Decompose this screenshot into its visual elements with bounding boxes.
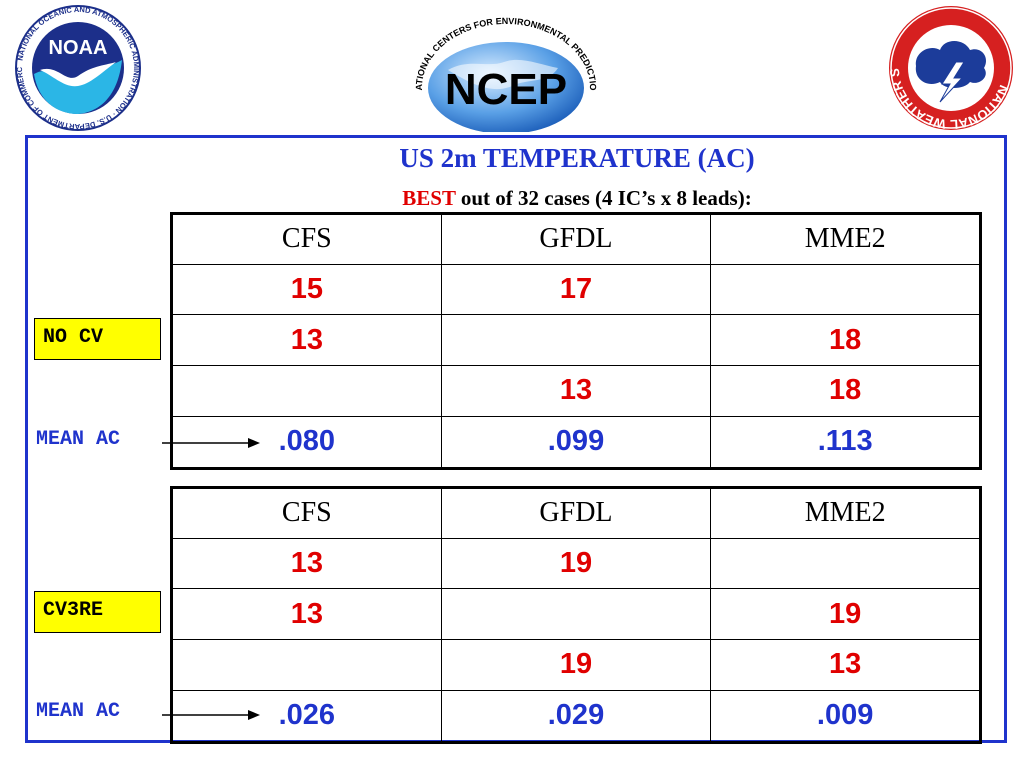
table-row: 13 19 <box>171 537 981 590</box>
column-header: MME2 <box>710 487 981 539</box>
table-row: 13 18 <box>171 365 981 417</box>
table-cell: 15 <box>171 263 442 316</box>
subtitle-best: BEST <box>402 186 456 210</box>
ncep-logo-text: NCEP <box>445 65 567 114</box>
table-cell: 19 <box>440 537 712 590</box>
table-cell <box>171 639 442 691</box>
table-cell: 13 <box>171 537 442 590</box>
mean-ac-cell: .029 <box>440 689 712 744</box>
table-cell <box>440 314 712 367</box>
page-title: US 2m TEMPERATURE (AC) <box>399 143 755 173</box>
table-cell: 13 <box>440 365 712 417</box>
mean-ac-cell: .099 <box>440 415 712 470</box>
arrow-icon <box>162 710 260 720</box>
column-header: GFDL <box>440 487 712 539</box>
results-table-cv3re: CFS GFDL MME2 13 19 13 19 19 13 .026 .02… <box>170 486 982 744</box>
nws-logo: NATIONAL WEATHER SERVICE <box>881 0 1016 132</box>
table-cell <box>710 263 981 316</box>
no-cv-tag: NO CV <box>34 318 161 360</box>
noaa-logo-text: NOAA <box>49 37 108 59</box>
ncep-logo: NATIONAL CENTERS FOR ENVIRONMENTAL PREDI… <box>405 0 604 134</box>
column-header: CFS <box>171 213 442 265</box>
table-cell: 19 <box>710 588 981 641</box>
subtitle-rest: out of 32 cases (4 IC’s x 8 leads): <box>455 186 752 210</box>
table-row: 13 19 <box>171 588 981 641</box>
table-cell: 18 <box>710 365 981 417</box>
arrow-icon <box>162 438 260 448</box>
mean-ac-cell: .113 <box>710 415 981 470</box>
results-table-no-cv: CFS GFDL MME2 15 17 13 18 13 18 .080 .09… <box>170 212 982 470</box>
noaa-logo: NATIONAL OCEANIC AND ATMOSPHERIC ADMINIS… <box>1 0 152 132</box>
table-row: 13 18 <box>171 314 981 367</box>
mean-ac-row: .080 .099 .113 <box>171 415 981 470</box>
table-cell: 18 <box>710 314 981 367</box>
table-cell: 19 <box>440 639 712 691</box>
table-cell <box>710 537 981 590</box>
column-header: GFDL <box>440 213 712 265</box>
column-header: MME2 <box>710 213 981 265</box>
page-subtitle: BEST out of 32 cases (4 IC’s x 8 leads): <box>160 186 994 211</box>
table-cell: 13 <box>710 639 981 691</box>
table-cell: 17 <box>440 263 712 316</box>
mean-ac-label: MEAN AC <box>36 428 121 451</box>
column-header: CFS <box>171 487 442 539</box>
table-row: 19 13 <box>171 639 981 691</box>
mean-ac-label: MEAN AC <box>36 700 121 723</box>
mean-ac-cell: .026 <box>171 689 442 744</box>
table-header-row: CFS GFDL MME2 <box>171 487 981 539</box>
mean-ac-cell: .009 <box>710 689 981 744</box>
table-cell: 13 <box>171 314 442 367</box>
table-cell <box>440 588 712 641</box>
table-header-row: CFS GFDL MME2 <box>171 213 981 265</box>
table-cell <box>171 365 442 417</box>
table-cell: 13 <box>171 588 442 641</box>
table-row: 15 17 <box>171 263 981 316</box>
cv3re-tag: CV3RE <box>34 591 161 633</box>
mean-ac-row: .026 .029 .009 <box>171 689 981 744</box>
